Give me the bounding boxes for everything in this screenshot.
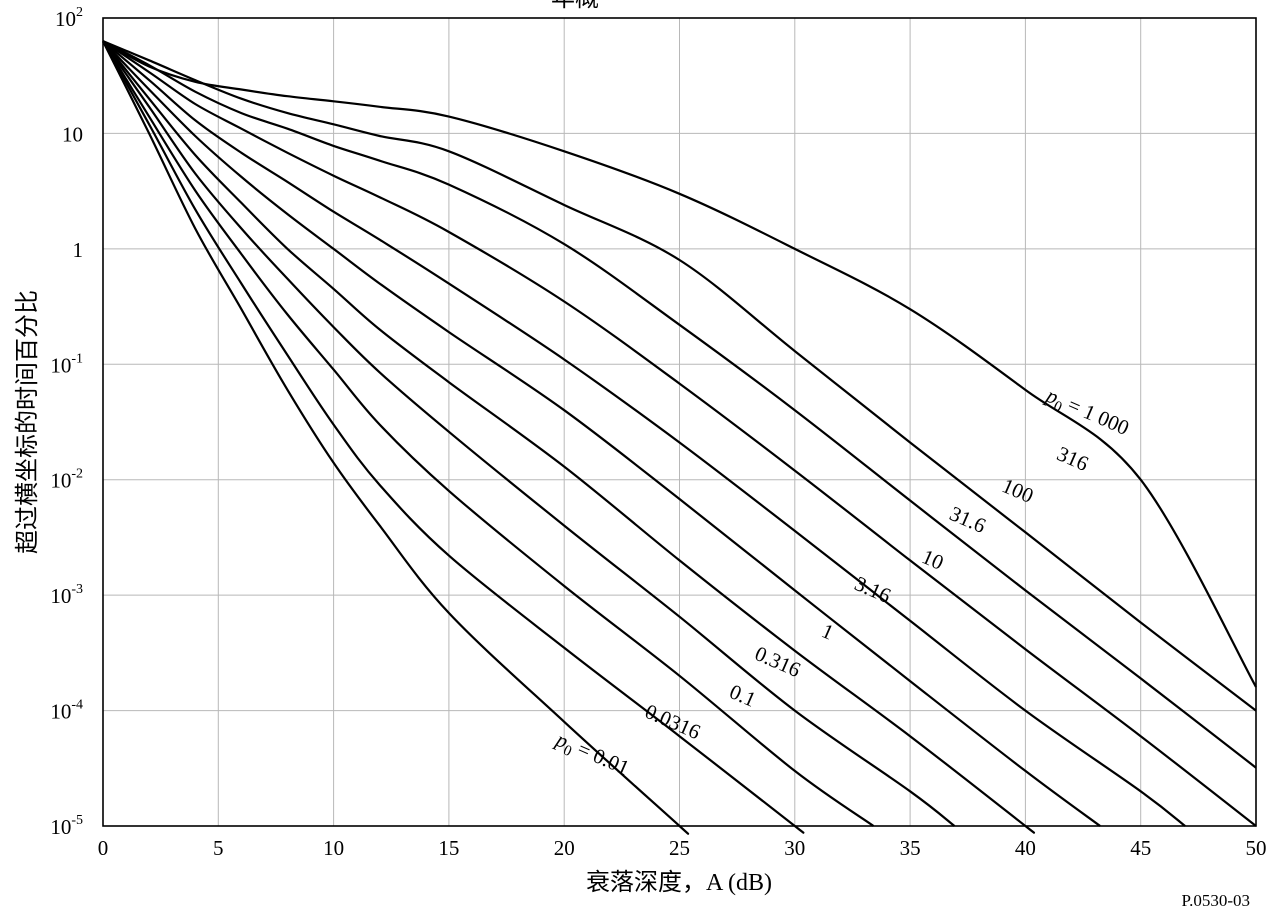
chart-title-fragment: 年概 — [551, 0, 599, 12]
y-tick-label: 10-5 — [50, 813, 83, 839]
plot-frame — [102, 17, 1257, 827]
y-tick-label: 10 — [62, 122, 83, 146]
curve-line — [102, 40, 1257, 769]
x-tick-label: 20 — [554, 836, 575, 860]
x-tick-label: 15 — [438, 836, 459, 860]
y-tick-label: 102 — [55, 5, 83, 31]
x-tick-label: 30 — [784, 836, 805, 860]
x-tick-label: 35 — [900, 836, 921, 860]
curve-line — [102, 40, 1101, 827]
y-tick-labels: 10-5 10-4 10-3 10-2 10-1 1 10 102 — [50, 5, 83, 839]
x-axis-title: 衰落深度，A (dB) — [586, 869, 772, 896]
y-axis-title: 超过横坐标的时间百分比 — [14, 290, 41, 554]
x-tick-label: 25 — [669, 836, 690, 860]
y-tick-label: 10-4 — [50, 698, 83, 724]
x-tick-label: 0 — [98, 836, 109, 860]
figure-id: P.0530-03 — [1182, 891, 1250, 910]
curve-line — [102, 40, 690, 835]
curve-line — [102, 40, 1035, 834]
x-tick-label: 10 — [323, 836, 344, 860]
curve-line — [102, 40, 1257, 688]
curves — [102, 40, 1257, 835]
y-tick-label: 10-2 — [50, 467, 83, 493]
x-tick-label: 40 — [1015, 836, 1036, 860]
curve-line — [102, 40, 875, 827]
curve-line — [102, 40, 1257, 712]
x-tick-labels: 0 5 10 15 20 25 30 35 40 45 50 — [98, 836, 1267, 860]
curve-line — [102, 40, 1257, 827]
curve-line — [102, 40, 956, 827]
y-tick-label: 10-3 — [50, 582, 83, 608]
y-tick-label: 10-1 — [50, 351, 83, 377]
y-tick-label: 1 — [73, 238, 84, 262]
curve-line — [102, 40, 805, 834]
x-tick-label: 50 — [1246, 836, 1267, 860]
x-tick-label: 45 — [1130, 836, 1151, 860]
curve-line — [102, 40, 1186, 827]
x-tick-label: 5 — [213, 836, 224, 860]
